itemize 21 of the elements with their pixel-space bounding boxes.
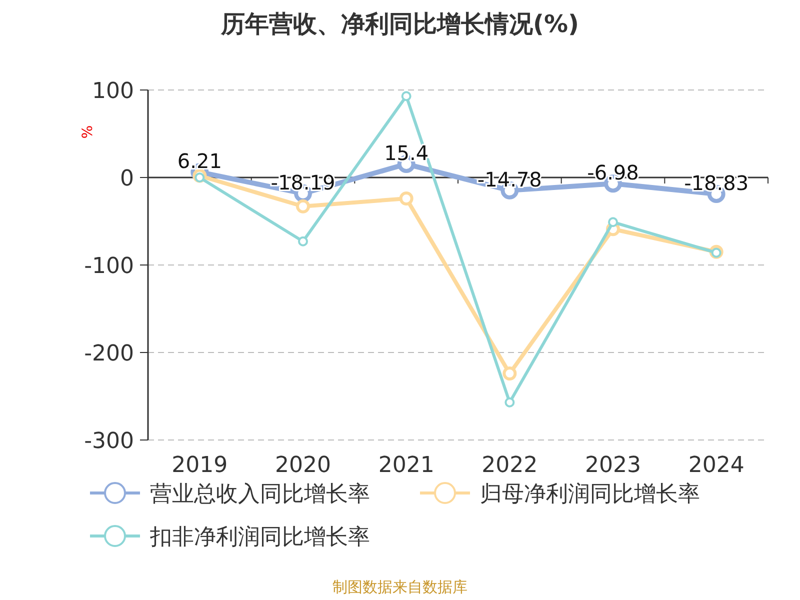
- chart-title: 历年营收、净利同比增长情况(%): [220, 10, 579, 38]
- data-label: 15.4: [384, 141, 429, 166]
- data-label: 6.21: [177, 149, 222, 174]
- x-tick-label: 2024: [688, 453, 744, 478]
- y-tick-label: -300: [84, 429, 134, 454]
- data-label: -18.19: [270, 170, 336, 194]
- y-tick-label: -200: [84, 342, 134, 366]
- text: 制图数据来自数据库: [332, 578, 468, 596]
- x-tick-label: 2022: [482, 453, 538, 478]
- x-tick-label: 2023: [585, 453, 641, 478]
- y-tick-label: 100: [92, 79, 134, 104]
- x-tick-label: 2021: [378, 453, 434, 478]
- legend-label: 营业总收入同比增长率: [150, 482, 370, 507]
- legend-label: 扣非净利润同比增长率: [149, 525, 370, 550]
- data-label: -18.83: [684, 170, 749, 195]
- x-tick-label: 2019: [172, 453, 228, 478]
- y-tick-label: 0: [120, 166, 134, 192]
- x-tick-label: 2020: [275, 453, 331, 478]
- y-tick-label: -100: [84, 254, 134, 279]
- y-axis-title: %: [80, 125, 96, 139]
- legend-label: 归母净利润同比增长率: [480, 482, 700, 507]
